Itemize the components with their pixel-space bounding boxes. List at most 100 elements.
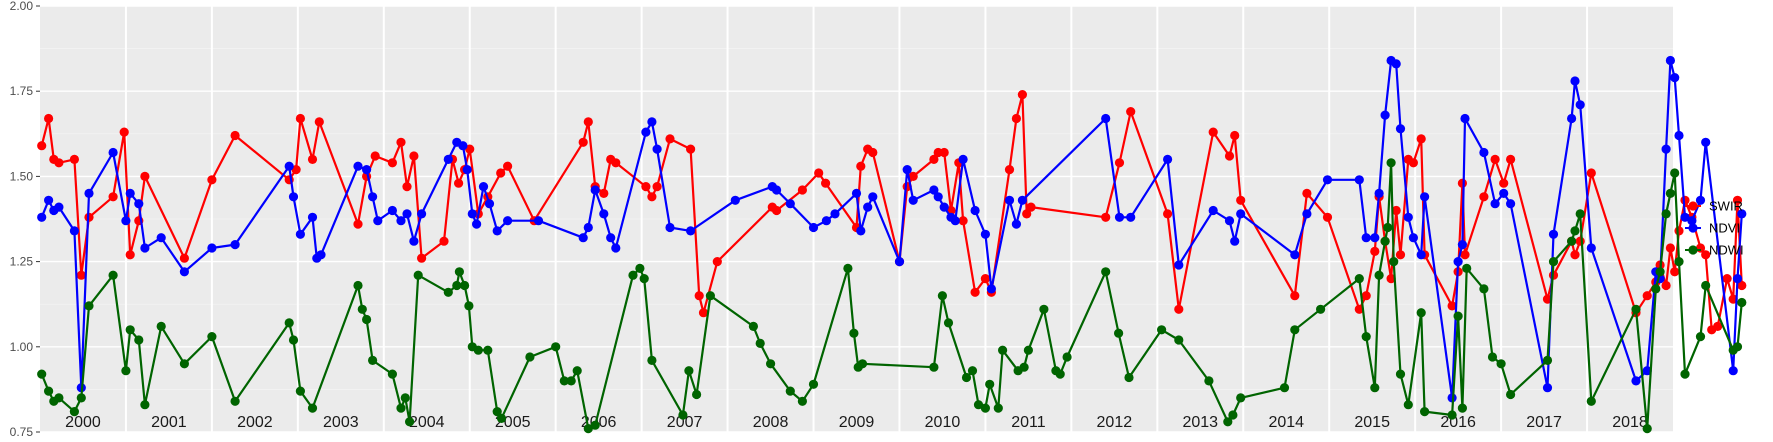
data-point: [1737, 209, 1747, 219]
data-point: [973, 400, 984, 410]
data-point: [929, 185, 939, 195]
data-point: [1570, 250, 1580, 260]
data-point: [641, 182, 651, 192]
data-point: [1661, 209, 1671, 219]
data-point: [808, 222, 819, 233]
data-point: [458, 141, 468, 151]
year-label: 2008: [753, 414, 789, 431]
data-point: [1017, 90, 1027, 100]
data-point: [572, 366, 582, 376]
data-point: [125, 250, 135, 260]
data-point: [908, 195, 918, 205]
data-point: [1487, 352, 1498, 362]
data-point: [1223, 417, 1233, 427]
data-point: [755, 338, 765, 348]
data-point: [611, 158, 621, 168]
data-point: [821, 178, 831, 188]
data-point: [1208, 127, 1218, 137]
data-point: [551, 342, 561, 352]
data-point: [1665, 243, 1675, 253]
data-point: [460, 280, 470, 291]
data-point: [712, 257, 722, 267]
data-point: [1174, 304, 1184, 314]
data-point: [1403, 212, 1413, 222]
data-point: [1651, 284, 1661, 294]
data-point: [1655, 267, 1665, 277]
data-point: [1126, 107, 1136, 117]
data-point: [1114, 212, 1125, 222]
data-point: [140, 171, 150, 181]
data-point: [353, 280, 363, 291]
data-point: [1224, 151, 1235, 161]
legend-marker: [1688, 201, 1698, 211]
data-point: [1680, 212, 1690, 222]
data-point: [1732, 274, 1743, 284]
data-point: [950, 216, 960, 226]
data-point: [413, 270, 423, 280]
data-point: [980, 229, 991, 239]
data-point: [1230, 236, 1240, 246]
y-tick-label: 1.00: [10, 340, 34, 354]
data-point: [125, 325, 135, 335]
data-point: [698, 308, 709, 318]
data-point: [868, 147, 878, 158]
data-point: [1004, 165, 1015, 175]
data-point: [958, 154, 968, 164]
data-point: [54, 202, 64, 212]
data-point: [590, 420, 600, 430]
data-point: [1391, 59, 1401, 69]
data-point: [492, 226, 502, 236]
data-point: [44, 113, 54, 124]
data-point: [368, 355, 378, 365]
data-point: [843, 263, 853, 273]
data-point: [1642, 366, 1652, 376]
data-point: [1453, 311, 1463, 321]
data-point: [1575, 209, 1585, 219]
data-point: [1542, 355, 1553, 365]
data-point: [1026, 202, 1036, 212]
data-point: [230, 130, 240, 141]
data-point: [417, 209, 427, 219]
data-point: [1457, 403, 1467, 413]
data-point: [179, 267, 189, 277]
year-label: 2013: [1182, 414, 1218, 431]
y-tick-label: 1.25: [10, 255, 34, 269]
data-point: [472, 219, 482, 229]
data-point: [1416, 308, 1426, 318]
data-point: [409, 236, 419, 246]
data-point: [939, 202, 949, 212]
data-point: [1506, 199, 1516, 209]
data-point: [1174, 335, 1184, 345]
data-point: [1361, 291, 1371, 301]
data-point: [484, 199, 495, 209]
data-point: [288, 192, 299, 202]
data-point: [647, 117, 657, 127]
data-point: [1101, 267, 1111, 277]
data-point: [44, 195, 54, 205]
data-point: [1290, 250, 1300, 260]
data-point: [639, 274, 649, 284]
data-point: [108, 270, 118, 280]
data-point: [849, 328, 859, 338]
data-point: [1370, 233, 1380, 243]
data-point: [69, 154, 79, 164]
data-point: [353, 161, 363, 171]
data-point: [140, 400, 150, 410]
data-point: [1457, 240, 1467, 250]
data-point: [1126, 212, 1136, 222]
data-point: [1055, 369, 1065, 379]
data-point: [353, 219, 363, 229]
data-point: [405, 417, 415, 427]
data-point: [1114, 328, 1124, 338]
data-point: [958, 216, 968, 226]
data-point: [156, 321, 166, 331]
data-point: [37, 212, 47, 222]
data-point: [1322, 212, 1333, 222]
data-point: [1361, 332, 1371, 342]
data-point: [1386, 274, 1396, 284]
data-point: [387, 158, 397, 168]
data-point: [772, 205, 782, 216]
data-point: [678, 410, 688, 420]
y-axis: 0.75 1.00 1.25 1.50 1.75 2.00: [10, 0, 40, 439]
